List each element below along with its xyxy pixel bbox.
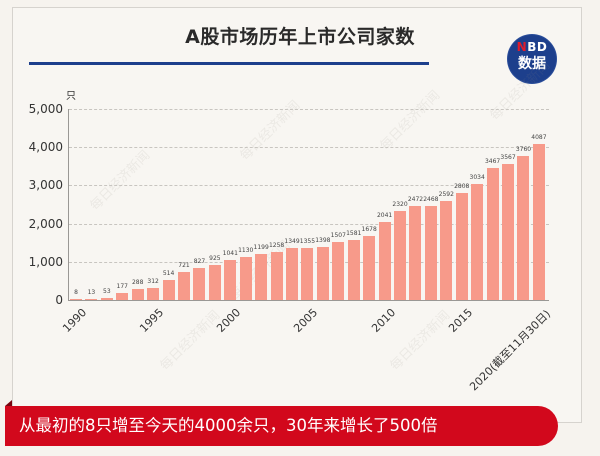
bar-1991: [85, 299, 98, 300]
bar-value-label: 2320: [392, 201, 408, 209]
bar-value-label: 1678: [361, 225, 377, 233]
bar-2006: [316, 246, 329, 300]
bar-value-label: 53: [103, 287, 111, 295]
gridline: [69, 147, 549, 148]
bar-value-label: 2472: [407, 195, 424, 203]
y-tick-label: 5,000: [28, 102, 63, 116]
logo-accent-letter: N: [516, 40, 528, 54]
bar-2011: [394, 211, 407, 300]
bar-value-label: 514: [162, 270, 175, 278]
bar-2005: [301, 248, 314, 300]
bar-1997: [178, 272, 190, 300]
bar-value-label: 3567: [500, 153, 516, 161]
bar-value-label: 2041: [376, 212, 393, 220]
gridline: [69, 185, 549, 186]
bar-1993: [116, 293, 129, 300]
bar-value-label: 1507: [330, 232, 346, 240]
nbd-data-logo: NBD 数据: [508, 35, 556, 83]
bar-1999: [208, 264, 221, 300]
bar-2004: [286, 248, 299, 300]
bar-2007: [332, 242, 345, 300]
y-tick-label: 2,000: [28, 216, 63, 231]
bar-value-label: 2808: [454, 182, 470, 190]
bar-1996: [162, 280, 175, 300]
bar-value-label: 4087: [531, 133, 547, 141]
bar-value-label: 925: [209, 254, 221, 262]
bar-value-label: 3467: [484, 157, 501, 165]
bar-2002: [255, 254, 268, 300]
bar-1994: [131, 288, 144, 300]
bar-value-label: 827: [193, 258, 206, 266]
y-tick-label: 4,000: [28, 140, 63, 155]
bar-value-label: 1199: [253, 244, 269, 252]
bar-2016: [471, 184, 484, 300]
bar-1995: [147, 288, 160, 300]
bar-2009: [363, 235, 376, 300]
bar-2001: [239, 256, 252, 300]
bar-1998: [193, 268, 206, 300]
bar-1990: [70, 299, 82, 300]
bar-value-label: 1581: [346, 229, 362, 237]
bar-2003: [270, 251, 283, 300]
bar-value-label: 13: [87, 289, 96, 296]
y-tick-label: 3,000: [28, 178, 63, 193]
bar-2017: [486, 167, 499, 300]
bar-2010: [378, 222, 391, 300]
x-axis-line: [68, 300, 549, 301]
summary-banner: 从最初的8只增至今天的4000余只，30年来增长了500倍: [5, 400, 558, 446]
bar-value-label: 1355: [299, 238, 316, 246]
bar-2000: [224, 260, 237, 300]
bar-value-label: 1349: [284, 238, 300, 246]
bar-2008: [347, 239, 360, 300]
logo-subtitle: 数据: [518, 56, 546, 72]
bar-value-label: 288: [131, 278, 144, 286]
bar-value-label: 2468: [423, 195, 439, 203]
y-axis-unit: 只: [66, 91, 76, 102]
bar-value-label: 312: [147, 278, 159, 286]
bar-2015: [455, 192, 468, 300]
bar-value-label: 1130: [238, 246, 254, 254]
y-tick-label: 1,000: [28, 254, 63, 269]
bar-value-label: 2592: [438, 190, 454, 198]
bar-2020: [532, 143, 545, 300]
bar-value-label: 3034: [469, 174, 485, 182]
gridline: [69, 109, 549, 110]
bar-value-label: 8: [74, 289, 78, 296]
bar-value-label: 1398: [315, 236, 331, 244]
y-tick-label: 0: [55, 293, 63, 307]
title-underline: [29, 62, 429, 65]
bar-2013: [424, 205, 437, 300]
bar-value-label: 1258: [268, 241, 285, 249]
bar-2012: [409, 205, 422, 300]
gridline: [69, 224, 549, 225]
bar-value-label: 3760: [515, 146, 532, 154]
bar-2014: [440, 200, 453, 300]
bar-value-label: 1041: [222, 250, 238, 258]
bar-1992: [100, 297, 113, 300]
bar-2018: [502, 163, 515, 300]
y-axis-line: [68, 109, 69, 300]
chart-title: A股市场历年上市公司家数: [185, 26, 415, 48]
bar-value-label: 177: [116, 283, 128, 291]
bar-2019: [517, 156, 530, 300]
bar-value-label: 721: [178, 262, 190, 270]
logo-letters: BD: [527, 40, 548, 54]
